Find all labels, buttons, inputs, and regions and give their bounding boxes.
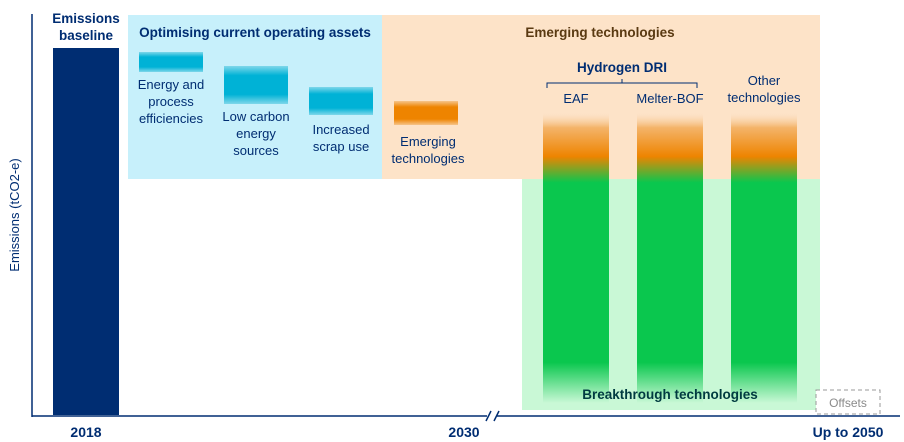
optimising-group-title: Optimising current operating assets (139, 25, 371, 40)
pathway-bar-melter-bof (637, 113, 703, 403)
emerging-group-title: Emerging technologies (525, 25, 674, 40)
step-label-energy-efficiencies: Energy and process efficiencies (138, 77, 205, 126)
x-tick-2050: Up to 2050 (813, 424, 884, 440)
pathway-label-eaf: EAF (563, 91, 588, 106)
pathway-bar-eaf (543, 113, 609, 403)
hydrogen-dri-heading: Hydrogen DRI (577, 60, 667, 75)
pathway-label-melter-bof: Melter-BOF (636, 91, 703, 106)
step-label-emerging-technologies: Emerging technologies (392, 134, 465, 166)
hydrogen-dri-bracket (546, 79, 698, 88)
offsets-label: Offsets (829, 396, 867, 410)
x-tick-2030: 2030 (448, 424, 479, 440)
step-label-low-carbon-energy: Low carbon energy sources (222, 109, 289, 158)
step-bar-emerging-technologies (394, 101, 458, 125)
pathway-label-other: Other technologies (728, 73, 801, 105)
step-bar-increased-scrap (309, 87, 373, 115)
step-label-increased-scrap: Increased scrap use (312, 122, 369, 154)
axis-break-marker (485, 410, 500, 422)
pathway-bar-other (731, 113, 797, 403)
offsets-box (815, 389, 881, 415)
y-axis-label: Emissions (tCO2-e) (7, 158, 22, 271)
baseline-label: Emissions baseline (52, 11, 120, 43)
step-bar-energy-efficiencies (139, 52, 203, 72)
x-tick-2018: 2018 (70, 424, 101, 440)
step-bar-low-carbon-energy (224, 66, 288, 104)
breakthrough-label: Breakthrough technologies (582, 387, 758, 402)
baseline-bar (53, 48, 119, 415)
